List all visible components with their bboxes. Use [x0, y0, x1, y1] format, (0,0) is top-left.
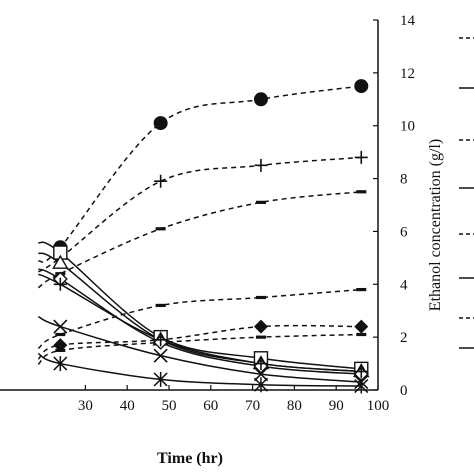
x-tick-label: 80	[287, 398, 302, 414]
marker-star	[53, 356, 68, 372]
marker-x	[153, 348, 168, 363]
x-axis-title: Time (hr)	[157, 450, 223, 467]
marker-dash	[356, 287, 367, 292]
x-tick-label: 40	[120, 398, 135, 414]
y2-tick-label: 4	[400, 277, 408, 293]
marker-star	[253, 377, 268, 393]
y2-axis-title: Ethanol concentration (g/l)	[427, 139, 444, 311]
series-markers	[52, 79, 370, 394]
series-curves	[37, 85, 362, 387]
marker-x	[253, 367, 269, 382]
x-tick-label: 50	[162, 398, 177, 414]
marker-plus	[154, 333, 168, 347]
marker-dash	[255, 335, 266, 339]
marker-plus	[354, 365, 368, 378]
y2-tick-label: 2	[400, 330, 408, 346]
y2-tick-label: 6	[400, 224, 408, 240]
marker-circle	[253, 92, 268, 107]
marker-dash	[255, 200, 266, 204]
marker-circle	[354, 79, 369, 94]
ethanol-curve-2	[37, 191, 362, 289]
marker-dash	[356, 190, 367, 194]
marker-star	[354, 378, 369, 394]
y2-tick-label: 8	[400, 172, 408, 188]
marker-plus	[254, 357, 268, 371]
x-tick-label: 90	[329, 398, 344, 414]
axes: 03040506070809010002468101214	[0, 13, 416, 414]
x-tick-label: 30	[78, 398, 93, 414]
marker-x	[53, 319, 68, 334]
substrate-curve-3	[37, 315, 362, 383]
x-tick-label: 70	[245, 398, 260, 414]
marker-dash	[55, 348, 66, 352]
marker-dash	[155, 303, 166, 308]
marker-plus	[154, 174, 168, 188]
ethanol-curve-3	[37, 288, 362, 350]
y2-tick-label: 12	[400, 66, 415, 82]
marker-diamond	[53, 338, 68, 353]
marker-dash	[55, 332, 66, 337]
substrate-curve-4	[37, 352, 362, 387]
y2-tick-label: 14	[400, 13, 416, 29]
substrate-curve-1	[38, 252, 362, 373]
ethanol-curve-0	[37, 85, 362, 263]
x-tick-label: 60	[203, 398, 218, 414]
marker-diamond	[354, 319, 369, 334]
marker-dash	[155, 227, 166, 231]
marker-dash	[255, 295, 266, 300]
marker-star	[153, 371, 168, 387]
marker-plus	[354, 150, 368, 164]
marker-plus	[53, 277, 67, 291]
marker-triangle	[52, 254, 69, 269]
x-tick-label: 100	[367, 398, 390, 414]
y2-tick-label: 0	[400, 383, 408, 399]
legend-cropped	[459, 37, 474, 349]
marker-diamond	[253, 319, 268, 334]
y2-tick-label: 10	[400, 119, 415, 135]
marker-circle	[153, 116, 168, 131]
ethanol-curve-5	[37, 333, 362, 365]
marker-dash	[356, 332, 367, 337]
substrate-curve-5	[38, 273, 362, 373]
ethanol-curve-1	[37, 156, 362, 273]
marker-plus	[254, 158, 268, 172]
